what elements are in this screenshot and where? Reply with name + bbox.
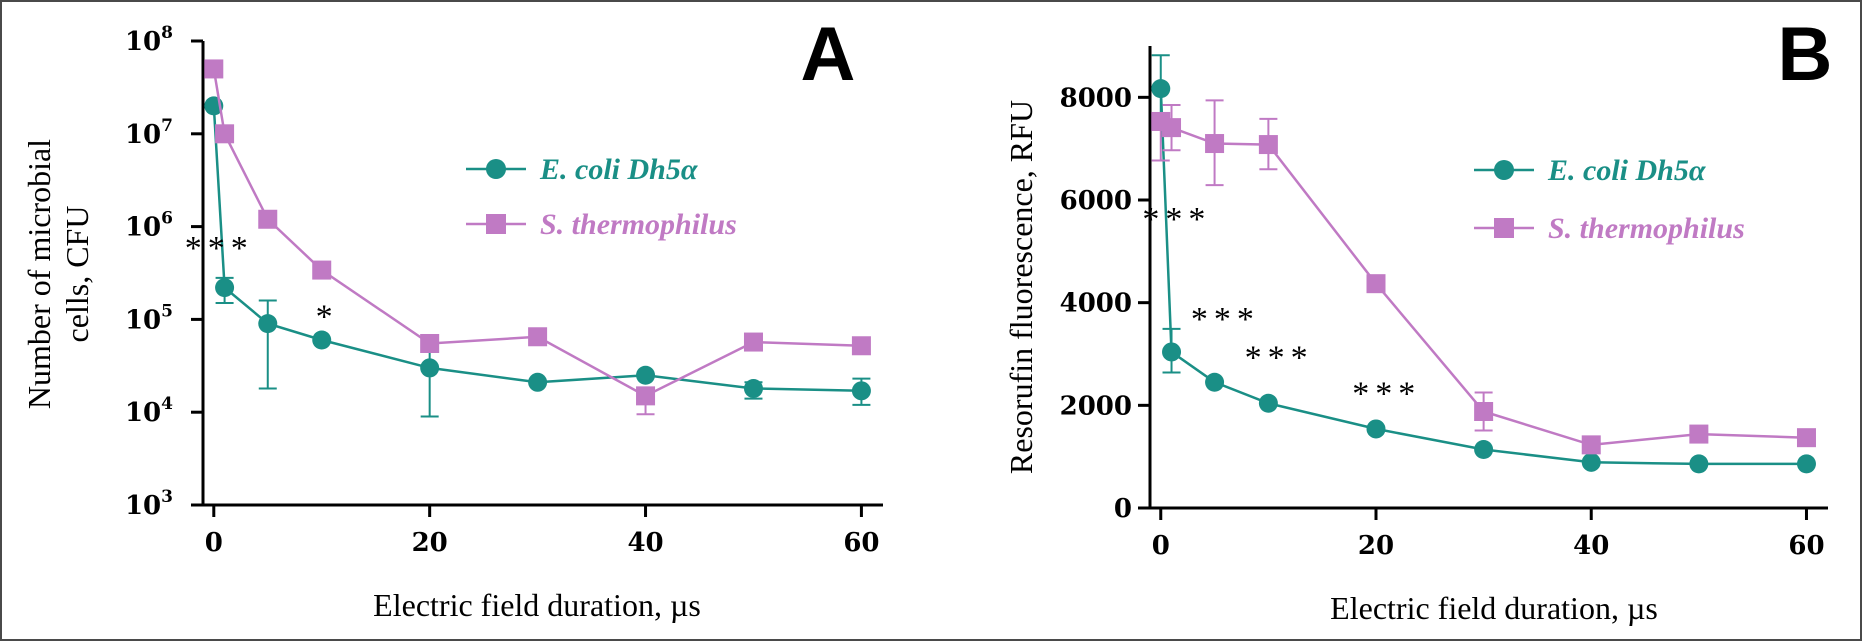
panel-b-point-ecoli-1 [1162,342,1182,362]
panel-a-legend-label-ecoli: E. coli Dh5α [539,153,698,186]
panel-b-point-sthermophilus-1 [1162,118,1182,138]
panel-b-legend-entry-sthermophilus: S. thermophilus [1474,212,1745,245]
panel-b-point-sthermophilus-4 [1366,274,1386,294]
panel-b-series [1151,54,1816,474]
panel-a-legend-marker-ecoli [486,159,506,179]
panel-a-annotations: **** [185,230,339,336]
panel-b-significance-2: *** [1245,340,1314,377]
panel-a-y-axis-title-line2: cells, CFU [59,206,95,343]
panel-b-x-tick-label-1: 20 [1358,531,1394,561]
panel-a-series [204,59,871,418]
panel-a-point-sthermophilus-2 [258,209,278,229]
panel-a-y-tick-label-5: 108 [125,23,173,57]
panel-a-letter: A [801,12,856,97]
panel-b-x-ticks: 0 20 40 60 [1152,508,1825,561]
panel-b-point-sthermophilus-3 [1258,135,1278,155]
panel-a-x-tick-label-0: 0 [205,528,223,558]
panel-a-significance-0: *** [185,230,254,267]
panel-b-y-tick-label-3: 6000 [1060,186,1132,216]
panel-b-point-sthermophilus-7 [1689,424,1709,444]
panel-a-point-ecoli-2 [258,314,278,334]
panel-b: B 0 2000 4000 6000 8000 0 20 40 60 Electric fie… [1003,12,1832,626]
panel-a-y-tick-label-1: 104 [125,394,173,428]
panel-b-legend-label-sthermophilus: S. thermophilus [1548,212,1745,245]
panel-a-x-ticks: 0 20 40 60 [205,505,880,558]
panel-a-x-axis-title: Electric field duration, µs [373,587,701,623]
panel-b-point-sthermophilus-5 [1474,401,1494,421]
panel-b-x-tick-label-0: 0 [1152,531,1170,561]
panel-a-point-sthermophilus-4 [420,333,440,353]
panel-b-legend: E. coli Dh5α S. thermophilus [1474,154,1745,245]
panel-b-point-ecoli-6 [1581,452,1601,472]
panel-b-point-ecoli-0 [1151,79,1171,99]
panel-b-legend-entry-ecoli: E. coli Dh5α [1474,154,1706,187]
panel-b-significance-3: *** [1352,376,1421,413]
panel-b-annotations: ************ [1142,201,1421,413]
panel-a-y-axis-title-line1: Number of microbial [21,139,57,409]
panel-a-point-ecoli-1 [215,278,235,298]
panel-b-point-sthermophilus-8 [1796,428,1816,448]
panel-b-y-ticks: 0 2000 4000 6000 8000 [1060,83,1150,524]
panel-b-point-ecoli-7 [1689,454,1709,474]
panel-b-y-axis-title: Resorufin fluorescence, RFU [1003,100,1039,474]
panel-b-y-tick-label-0: 0 [1114,494,1132,524]
panel-b-legend-label-ecoli: E. coli Dh5α [1547,154,1706,187]
panel-a-legend-marker-sthermophilus [486,214,506,234]
panel-b-point-ecoli-3 [1258,393,1278,413]
panel-a-point-sthermophilus-5 [528,327,548,347]
panel-b-point-ecoli-5 [1474,439,1494,459]
panel-a-point-sthermophilus-8 [851,336,871,356]
panel-b-point-ecoli-8 [1796,454,1816,474]
panel-a-point-sthermophilus-7 [743,332,763,352]
panel-a-line-ecoli [212,105,862,393]
panel-a-y-ticks: 103 104 105 106 107 108 [125,23,203,521]
panel-b-point-ecoli-2 [1205,372,1225,392]
panel-b-x-axis-title: Electric field duration, µs [1330,590,1658,626]
panel-a-legend-entry-sthermophilus: S. thermophilus [466,208,737,241]
panel-a-point-ecoli-5 [528,372,548,392]
panel-a-point-ecoli-6 [636,365,656,385]
panel-a-point-sthermophilus-0 [204,59,224,79]
panel-b-point-sthermophilus-2 [1205,134,1225,154]
panel-a-significance-1: * [316,299,339,336]
panel-a-point-ecoli-4 [420,358,440,378]
panel-a-y-tick-label-0: 103 [125,487,173,521]
panel-a-axes [201,41,883,507]
panel-a-legend: E. coli Dh5α S. thermophilus [466,153,737,241]
panel-a-point-ecoli-8 [851,381,871,401]
panel-b-axes [1148,46,1828,510]
panel-b-legend-marker-ecoli [1494,160,1514,180]
panel-b-y-tick-label-2: 4000 [1060,289,1132,319]
panel-b-significance-0: *** [1142,201,1211,238]
panel-a-y-tick-label-2: 105 [125,301,173,335]
panel-b-x-tick-label-2: 40 [1573,531,1609,561]
panel-a-legend-label-sthermophilus: S. thermophilus [540,208,737,241]
panel-a-y-tick-label-3: 106 [125,209,173,243]
panel-a-point-sthermophilus-6 [636,386,656,406]
panel-a-point-sthermophilus-1 [215,124,235,144]
panel-b-significance-1: *** [1191,301,1260,338]
panel-a: A 103 104 105 106 107 108 0 20 40 60 Electric fi… [21,12,883,623]
panel-a-legend-entry-ecoli: E. coli Dh5α [466,153,698,186]
panel-b-y-tick-label-4: 8000 [1060,83,1132,113]
panel-b-x-tick-label-3: 60 [1788,531,1824,561]
panel-b-point-ecoli-4 [1366,419,1386,439]
panel-a-point-ecoli-7 [743,379,763,399]
panel-a-y-tick-label-4: 107 [125,116,173,150]
panel-a-x-tick-label-1: 20 [412,528,448,558]
panel-b-y-tick-label-1: 2000 [1060,391,1132,421]
panel-a-point-ecoli-3 [312,330,332,350]
panel-a-x-tick-label-2: 40 [627,528,663,558]
panel-a-point-sthermophilus-3 [312,260,332,280]
panel-b-letter: B [1778,12,1833,97]
panel-a-x-tick-label-3: 60 [843,528,879,558]
panel-a-line-sthermophilus [212,68,862,398]
panel-b-point-sthermophilus-6 [1581,435,1601,455]
panel-b-legend-marker-sthermophilus [1494,218,1514,238]
